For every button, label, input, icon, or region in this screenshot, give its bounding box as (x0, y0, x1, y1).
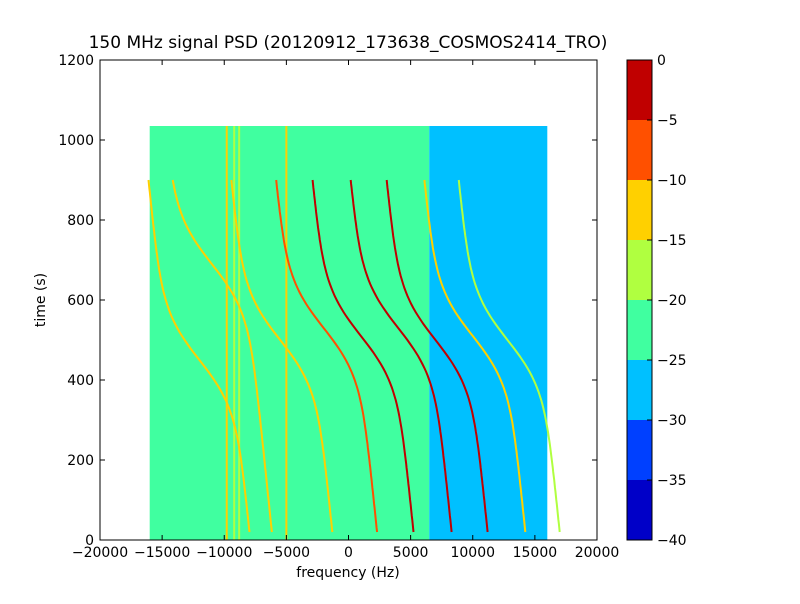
carrier-line (233, 126, 236, 540)
x-axis-label: frequency (Hz) (296, 565, 399, 581)
carrier-line (285, 126, 288, 540)
noise-floor-region (149, 126, 430, 540)
colorbar-segment (627, 360, 652, 420)
y-axis: 0 200 400 600 800 1000 1200 (58, 53, 597, 549)
x-tick-label: 10000 (450, 545, 495, 561)
colorbar-segment (627, 300, 652, 360)
x-tick-label: 15000 (513, 545, 558, 561)
doppler-trace (311, 179, 415, 533)
doppler-traces (147, 179, 561, 533)
colorbar-segment (627, 120, 652, 180)
noise-floor-region (429, 126, 548, 540)
y-tick-label: 200 (67, 453, 94, 469)
doppler-trace (423, 179, 527, 533)
colorbar-segment (627, 480, 652, 540)
colorbar-tick-label: −40 (657, 533, 687, 549)
x-tick-label: −15000 (134, 545, 190, 561)
x-axis: −20000 −15000 −10000 −5000 0 5000 10000 15000 20… (72, 60, 619, 561)
carrier-line (238, 126, 241, 540)
colorbar-tick-label: −25 (657, 353, 687, 369)
doppler-trace (171, 179, 273, 533)
colorbar-tick-label: −20 (657, 293, 687, 309)
doppler-trace (457, 179, 561, 533)
y-tick-label: 400 (67, 373, 94, 389)
doppler-trace (385, 179, 489, 533)
x-tick-label: 20000 (575, 545, 620, 561)
y-tick-label: 0 (85, 533, 94, 549)
x-tick-label: 5000 (393, 545, 429, 561)
y-tick-label: 1200 (58, 53, 94, 69)
colorbar-segment (627, 180, 652, 240)
colorbar: −40 −35 −30 −25 −20 −15 −10 −5 0 (626, 53, 687, 549)
x-tick-label: −10000 (196, 545, 252, 561)
doppler-trace (230, 179, 334, 533)
doppler-trace (349, 179, 453, 533)
colorbar-tick-label: −15 (657, 233, 687, 249)
colorbar-tick-label: −30 (657, 413, 687, 429)
chart-title: 150 MHz signal PSD (20120912_173638_COSM… (89, 33, 608, 53)
colorbar-tick-label: −10 (657, 173, 687, 189)
doppler-trace (147, 179, 251, 533)
doppler-trace (275, 179, 379, 533)
spectrogram-image (149, 126, 548, 540)
x-tick-label: 0 (344, 545, 353, 561)
colorbar-segment (627, 240, 652, 300)
colorbar-tick-label: −5 (657, 113, 678, 129)
y-tick-label: 600 (67, 293, 94, 309)
colorbar-segment (627, 60, 652, 120)
colorbar-tick-label: −35 (657, 473, 687, 489)
y-axis-label: time (s) (33, 273, 49, 327)
x-tick-label: −20000 (72, 545, 128, 561)
carrier-line (225, 126, 228, 540)
colorbar-segment (627, 420, 652, 480)
x-tick-label: −5000 (263, 545, 310, 561)
y-tick-label: 1000 (58, 133, 94, 149)
colorbar-tick-label: 0 (657, 53, 666, 69)
y-tick-label: 800 (67, 213, 94, 229)
